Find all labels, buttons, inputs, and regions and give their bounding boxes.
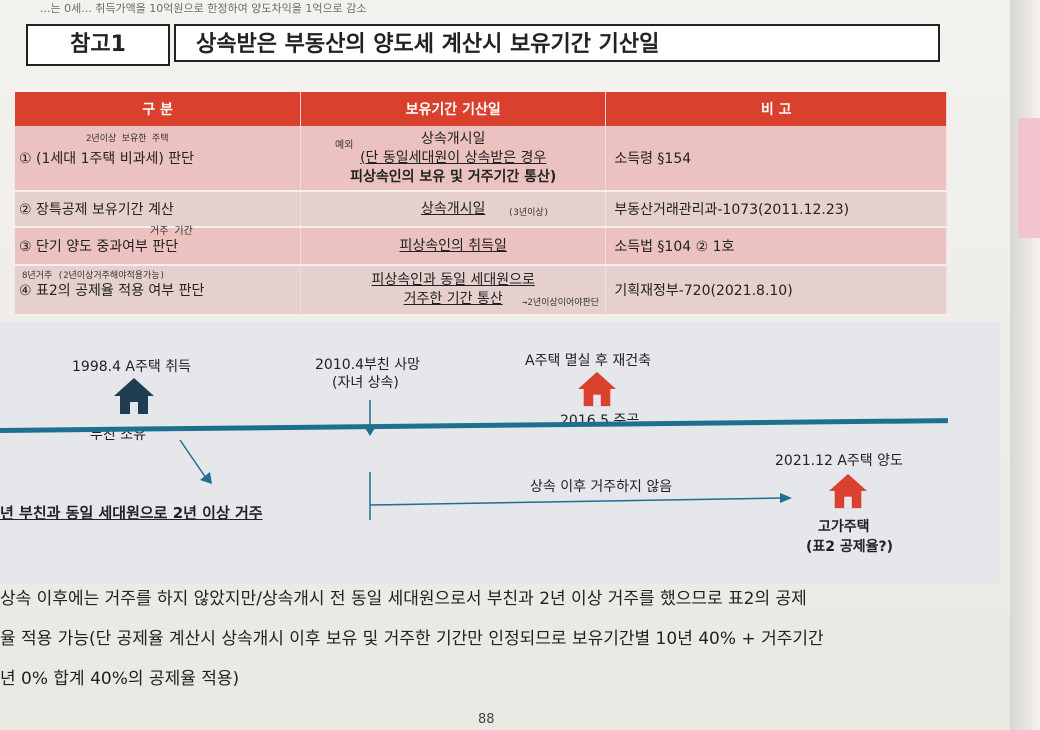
explanation-line-3: 년 0% 합계 40%의 공제율 적용)	[0, 669, 240, 689]
header-category: 구 분	[15, 92, 302, 126]
timeline-panel	[0, 322, 1000, 584]
row3-note: 소득법 §104 ② 1호	[605, 227, 947, 266]
row4-start-date: 피상속인과 동일 세대원으로 거주한 기간 통산	[300, 265, 607, 316]
page-number: 88	[478, 712, 495, 727]
table-row: ③ 단기 양도 중과여부 판단 피상속인의 취득일 소득법 §104 ② 1호	[15, 227, 947, 266]
timeline-arrows	[179, 400, 792, 520]
house-icon-red	[578, 371, 616, 407]
reference-table: 구 분 보유기간 기산일 비 고 ① (1세대 1주택 비과세) 판단 상속개시…	[15, 92, 947, 316]
handwritten-note: 거주 기간	[150, 226, 193, 237]
result-label: 고가주택	[818, 519, 870, 535]
explanation-line-2: 율 적용 가능(단 공제율 계산시 상속개시 이후 보유 및 거주한 기간만 인…	[0, 629, 824, 649]
cut-off-top-text: ...는 0세... 취득가액을 10억원으로 한정하여 양도차익을 1억으로 …	[40, 2, 367, 14]
row1-note: 소득령 §154	[605, 126, 947, 192]
event-rebuild: A주택 멸실 후 재건축	[525, 353, 651, 369]
row2-category: ② 장특공제 보유기간 계산	[15, 191, 302, 228]
handwritten-note: (3년이상)	[508, 208, 550, 218]
next-page-edge	[1010, 0, 1040, 730]
house-icon-red	[829, 473, 867, 509]
result-sub: (표2 공제율?)	[806, 539, 894, 555]
house-icon	[114, 378, 154, 414]
row1-line2: (단 동일세대원이 상속받은 경우	[360, 149, 547, 166]
row2-note: 부동산거래관리과-1073(2011.12.23)	[605, 191, 947, 228]
page-title: 상속받은 부동산의 양도세 계산시 보유기간 기산일	[174, 24, 940, 62]
table-row: ④ 표2의 공제율 적용 여부 판단 피상속인과 동일 세대원으로 거주한 기간…	[15, 265, 947, 316]
handwritten-note: →2년이상이어야판단	[522, 298, 600, 308]
pink-sticky-note	[1018, 118, 1040, 238]
event-sale: 2021.12 A주택 양도	[775, 453, 903, 469]
row1-category: ① (1세대 1주택 비과세) 판단	[15, 126, 302, 192]
event-acquire: 1998.4 A주택 취득	[72, 359, 191, 375]
row4-note: 기획재정부-720(2021.8.10)	[605, 265, 947, 316]
handwritten-note: 2년이상 보유한 주택	[86, 134, 169, 144]
row4-line1: 피상속인과 동일 세대원으로	[371, 272, 535, 288]
header-note: 비 고	[605, 92, 947, 126]
explanation-line-1: 상속 이후에는 거주를 하지 않았지만/상속개시 전 동일 세대원으로서 부친과…	[0, 589, 807, 609]
handwritten-note: 8년거주 (2년이상거주해야적용가능)	[22, 271, 166, 281]
row4-line2: 거주한 기간 통산	[403, 291, 503, 307]
event-death-sub: (자녀 상속)	[332, 375, 399, 391]
row1-line3: 피상속인의 보유 및 거주기간 통산)	[350, 168, 557, 185]
no-residence-note: 상속 이후 거주하지 않음	[530, 479, 673, 495]
title-label: 참고1	[26, 24, 170, 66]
row3-category: ③ 단기 양도 중과여부 판단	[15, 227, 302, 266]
row2-start-date: 상속개시일	[300, 191, 607, 228]
row1-line1: 상속개시일	[420, 130, 486, 147]
row1-start-date: 상속개시일 (단 동일세대원이 상속받은 경우 피상속인의 보유 및 거주기간 …	[300, 126, 607, 192]
row3-start-date: 피상속인의 취득일	[300, 227, 607, 266]
table-row: ② 장특공제 보유기간 계산 상속개시일 부동산거래관리과-1073(2011.…	[15, 191, 947, 228]
table-row: ① (1세대 1주택 비과세) 판단 상속개시일 (단 동일세대원이 상속받은 …	[15, 126, 947, 192]
cohabit-note: 년 부친과 동일 세대원으로 2년 이상 거주	[0, 504, 263, 522]
handwritten-note: 예외	[335, 140, 354, 151]
event-death: 2010.4부친 사망	[315, 357, 420, 373]
row4-category: ④ 표2의 공제율 적용 여부 판단	[15, 265, 302, 316]
header-start-date: 보유기간 기산일	[300, 92, 607, 126]
